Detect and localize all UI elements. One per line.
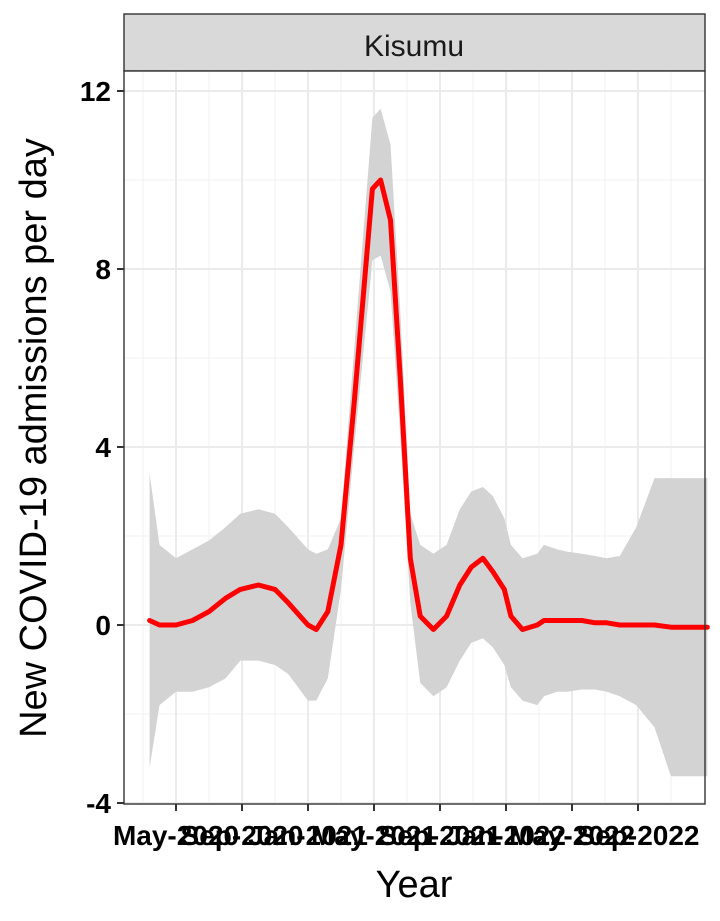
facet-strip [123, 13, 706, 72]
confidence-band-area [149, 108, 708, 777]
x-tick-label: Sep-2022 [577, 820, 700, 851]
x-tick-label: Jan-2021 [248, 820, 368, 851]
confidence-band [149, 108, 708, 777]
x-tick-label: May-2020 [113, 820, 239, 851]
y-axis-title: New COVID-19 admissions per day [13, 138, 55, 738]
x-tick-label: Jan-2022 [446, 820, 566, 851]
y-tick-label: -4 [86, 788, 111, 819]
x-tick-label: Sep-2021 [379, 820, 502, 851]
y-tick-label: 4 [95, 432, 111, 463]
x-axis-title: Year [376, 864, 453, 906]
y-axis: -4 0 4 8 12 [80, 76, 124, 819]
x-tick-label: May-2022 [509, 820, 635, 851]
y-tick-label: 0 [95, 610, 111, 641]
series-lines [147, 177, 710, 632]
x-tick-label: Sep-2020 [181, 820, 304, 851]
series-line [147, 177, 710, 632]
panel-border [123, 70, 706, 805]
x-axis: May-2020Sep-2020Jan-2021May-2021Sep-2021… [113, 804, 700, 851]
y-tick-label: 8 [95, 254, 111, 285]
y-tick-label: 12 [80, 76, 111, 107]
facet-label: Kisumu [364, 30, 464, 63]
x-tick-label: May-2021 [311, 820, 437, 851]
